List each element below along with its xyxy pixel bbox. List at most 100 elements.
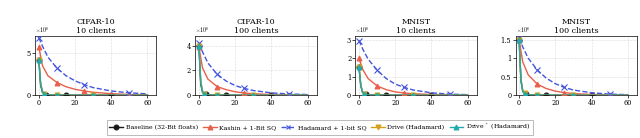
Hadamard + 1-bit SQ bbox=[38, 45, 46, 47]
Kashin + 1-Bit SQ bbox=[195, 46, 203, 48]
Baseline (32-Bit floats) bbox=[355, 67, 363, 68]
Drive$^+$ (Hadamard) bbox=[36, 83, 44, 85]
Drive$^+$ (Hadamard) bbox=[570, 94, 577, 96]
Kashin + 1-Bit SQ bbox=[231, 91, 239, 93]
Hadamard + 1-bit SQ bbox=[53, 67, 61, 69]
Line: Baseline (32-Bit floats): Baseline (32-Bit floats) bbox=[196, 43, 310, 98]
Hadamard + 1-bit SQ bbox=[519, 46, 527, 48]
Hadamard + 1-bit SQ bbox=[355, 40, 363, 41]
Kashin + 1-Bit SQ bbox=[304, 94, 312, 96]
Baseline (32-Bit floats) bbox=[357, 85, 365, 87]
Kashin + 1-Bit SQ bbox=[285, 94, 293, 96]
Baseline (32-Bit floats) bbox=[382, 94, 390, 96]
Hadamard + 1-bit SQ bbox=[35, 37, 43, 38]
Hadamard + 1-bit SQ bbox=[543, 77, 550, 79]
Hadamard + 1-bit SQ bbox=[268, 92, 275, 94]
Drive$^+$ (Hadamard) bbox=[373, 94, 381, 96]
Baseline (32-Bit floats) bbox=[519, 91, 527, 92]
Drive$^+$ (Hadamard) bbox=[209, 94, 217, 96]
Baseline (32-Bit floats) bbox=[38, 91, 46, 93]
Text: $\times10^6$: $\times10^6$ bbox=[35, 26, 50, 35]
Drive (Hadamard) bbox=[108, 94, 115, 96]
Kashin + 1-Bit SQ bbox=[382, 89, 390, 91]
Line: Baseline (32-Bit floats): Baseline (32-Bit floats) bbox=[356, 65, 470, 98]
Line: Drive$^+$ (Hadamard): Drive$^+$ (Hadamard) bbox=[516, 37, 630, 98]
Kashin + 1-Bit SQ bbox=[561, 92, 568, 93]
Drive (Hadamard) bbox=[382, 94, 390, 96]
Baseline (32-Bit floats) bbox=[373, 94, 381, 96]
Drive$^+$ (Hadamard) bbox=[198, 91, 206, 93]
Drive (Hadamard) bbox=[533, 94, 541, 96]
Baseline (32-Bit floats) bbox=[108, 94, 115, 96]
Drive$^+$ (Hadamard) bbox=[195, 45, 203, 47]
Drive$^+$ (Hadamard) bbox=[382, 94, 390, 96]
Kashin + 1-Bit SQ bbox=[38, 65, 46, 66]
Kashin + 1-Bit SQ bbox=[125, 94, 133, 95]
Drive (Hadamard) bbox=[364, 94, 372, 96]
Drive$^+$ (Hadamard) bbox=[530, 94, 538, 96]
Hadamard + 1-bit SQ bbox=[143, 93, 151, 95]
Hadamard + 1-bit SQ bbox=[195, 43, 203, 44]
Drive$^+$ (Hadamard) bbox=[304, 94, 312, 96]
Drive$^+$ (Hadamard) bbox=[355, 67, 363, 68]
Drive$^+$ (Hadamard) bbox=[40, 93, 48, 95]
Drive (Hadamard) bbox=[209, 94, 217, 96]
Drive$^+$ (Hadamard) bbox=[49, 94, 57, 96]
Drive (Hadamard) bbox=[90, 94, 97, 96]
Hadamard + 1-bit SQ bbox=[108, 90, 115, 92]
Title: MNIST
10 clients: MNIST 10 clients bbox=[396, 18, 436, 35]
Kashin + 1-Bit SQ bbox=[533, 83, 541, 85]
Drive$^+$ (Hadamard) bbox=[464, 94, 472, 96]
Kashin + 1-Bit SQ bbox=[410, 93, 417, 95]
Baseline (32-Bit floats) bbox=[213, 94, 221, 96]
Drive$^+$ (Hadamard) bbox=[222, 94, 230, 96]
Baseline (32-Bit floats) bbox=[42, 94, 50, 95]
Drive$^+$ (Hadamard) bbox=[533, 94, 541, 96]
Kashin + 1-Bit SQ bbox=[355, 57, 363, 59]
Drive (Hadamard) bbox=[624, 94, 632, 96]
Drive (Hadamard) bbox=[40, 93, 48, 95]
Baseline (32-Bit floats) bbox=[543, 94, 550, 96]
Baseline (32-Bit floats) bbox=[143, 94, 151, 96]
Hadamard + 1-bit SQ bbox=[90, 87, 97, 88]
Baseline (32-Bit floats) bbox=[202, 94, 210, 95]
Baseline (32-Bit floats) bbox=[71, 94, 79, 96]
Kashin + 1-Bit SQ bbox=[570, 93, 577, 94]
Hadamard + 1-bit SQ bbox=[364, 58, 372, 60]
Drive$^+$ (Hadamard) bbox=[268, 94, 275, 96]
Kashin + 1-Bit SQ bbox=[588, 94, 595, 95]
Baseline (32-Bit floats) bbox=[304, 94, 312, 96]
Drive (Hadamard) bbox=[521, 93, 529, 94]
Baseline (32-Bit floats) bbox=[552, 94, 559, 96]
Drive$^+$ (Hadamard) bbox=[517, 79, 525, 81]
Drive (Hadamard) bbox=[49, 94, 57, 96]
Drive$^+$ (Hadamard) bbox=[357, 85, 365, 87]
Drive$^+$ (Hadamard) bbox=[53, 94, 61, 96]
Drive (Hadamard) bbox=[62, 94, 70, 96]
Drive (Hadamard) bbox=[35, 59, 43, 60]
Hadamard + 1-bit SQ bbox=[410, 89, 417, 91]
Drive$^+$ (Hadamard) bbox=[519, 90, 527, 92]
Hadamard + 1-bit SQ bbox=[285, 93, 293, 95]
Hadamard + 1-bit SQ bbox=[624, 94, 632, 95]
Baseline (32-Bit floats) bbox=[624, 94, 632, 96]
Drive$^+$ (Hadamard) bbox=[90, 94, 97, 96]
Drive$^+$ (Hadamard) bbox=[71, 94, 79, 96]
Drive$^+$ (Hadamard) bbox=[62, 94, 70, 96]
Drive$^+$ (Hadamard) bbox=[359, 92, 367, 93]
Drive (Hadamard) bbox=[231, 94, 239, 96]
Baseline (32-Bit floats) bbox=[36, 84, 44, 86]
Drive (Hadamard) bbox=[200, 93, 208, 95]
Hadamard + 1-bit SQ bbox=[231, 85, 239, 86]
Baseline (32-Bit floats) bbox=[222, 94, 230, 96]
Drive (Hadamard) bbox=[530, 94, 538, 96]
Kashin + 1-Bit SQ bbox=[464, 94, 472, 96]
Line: Hadamard + 1-bit SQ: Hadamard + 1-bit SQ bbox=[516, 35, 631, 98]
Baseline (32-Bit floats) bbox=[428, 94, 435, 96]
Drive$^+$ (Hadamard) bbox=[392, 94, 399, 96]
Kashin + 1-Bit SQ bbox=[44, 75, 52, 77]
Hadamard + 1-bit SQ bbox=[125, 92, 133, 94]
Line: Baseline (32-Bit floats): Baseline (32-Bit floats) bbox=[36, 57, 150, 98]
Legend: Baseline (32-Bit floats), Kashin + 1-Bit SQ, Hadamard + 1-bit SQ, Drive (Hadamar: Baseline (32-Bit floats), Kashin + 1-Bit… bbox=[107, 120, 533, 135]
Drive$^+$ (Hadamard) bbox=[231, 94, 239, 96]
